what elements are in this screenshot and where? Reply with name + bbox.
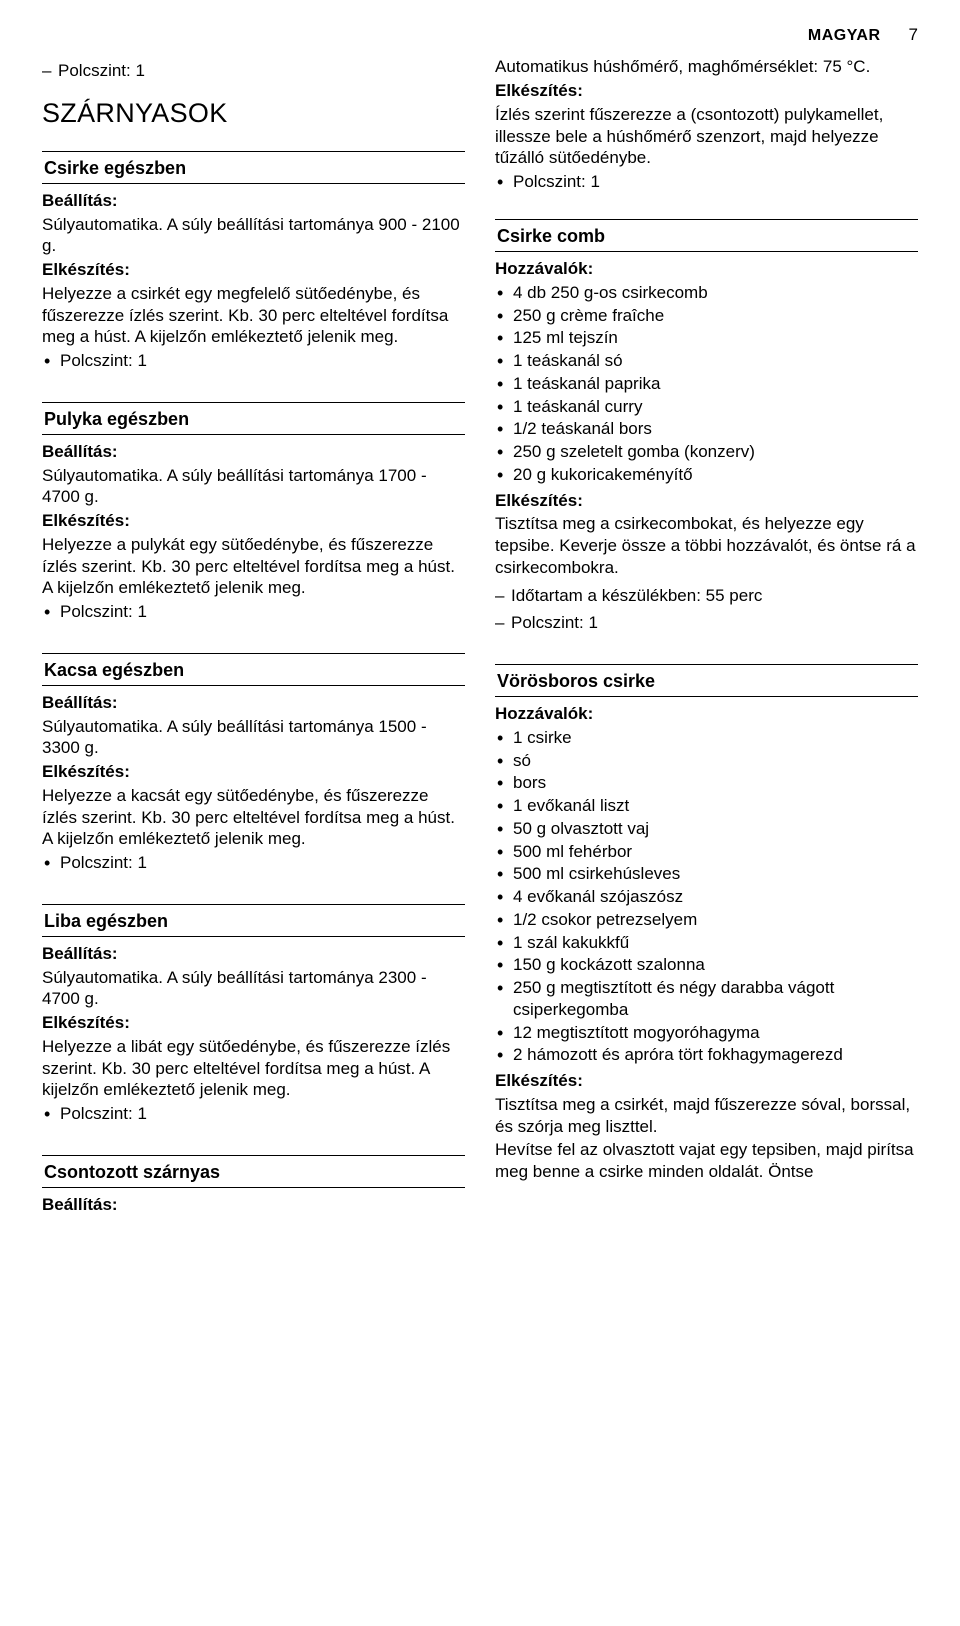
ingredients-label: Hozzávalók: — [495, 704, 593, 723]
ingredient-item: 250 g megtisztított és négy darabba vágo… — [513, 977, 918, 1021]
prep-label: Elkészítés: — [42, 1013, 130, 1032]
setting-label: Beállítás: — [42, 1195, 118, 1214]
section-title: SZÁRNYASOK — [42, 96, 465, 131]
ingredient-item: bors — [513, 772, 918, 794]
ingredient-item: só — [513, 750, 918, 772]
setting-label: Beállítás: — [42, 442, 118, 461]
ingredient-item: 1 szál kakukkfű — [513, 932, 918, 954]
ingredient-item: 2 hámozott és apróra tört fokhagymagerez… — [513, 1044, 918, 1066]
shelf-bullet: Polcszint: 1 — [513, 171, 918, 193]
left-column: Polcszint: 1 SZÁRNYASOK Csirke egészben … — [42, 54, 465, 1223]
shelf-bullet: Polcszint: 1 — [60, 601, 465, 623]
ingredient-item: 1 teáskanál curry — [513, 396, 918, 418]
ingredient-item: 1 csirke — [513, 727, 918, 749]
setting-label: Beállítás: — [42, 191, 118, 210]
prep-label: Elkészítés: — [495, 1071, 583, 1090]
ingredient-item: 150 g kockázott szalonna — [513, 954, 918, 976]
ingredient-item: 1 teáskanál só — [513, 350, 918, 372]
ingredient-item: 250 g szeletelt gomba (konzerv) — [513, 441, 918, 463]
ingredient-list: 1 csirke só bors 1 evőkanál liszt 50 g o… — [495, 727, 918, 1066]
duration-line: Időtartam a készülékben: 55 perc — [495, 585, 918, 607]
ingredient-item: 1/2 csokor petrezselyem — [513, 909, 918, 931]
page-columns: Polcszint: 1 SZÁRNYASOK Csirke egészben … — [42, 54, 918, 1223]
recipe-block: Kacsa egészben Beállítás: Súlyautomatika… — [42, 653, 465, 874]
prep-label: Elkészítés: — [42, 260, 130, 279]
header-page-number: 7 — [909, 24, 918, 46]
intro-text: Automatikus húshőmérő, maghőmérséklet: 7… — [495, 56, 918, 78]
prep-text: Helyezze a kacsát egy sütőedénybe, és fű… — [42, 785, 465, 850]
setting-text: Súlyautomatika. A súly beállítási tartom… — [42, 716, 465, 760]
shelf-bullet: Polcszint: 1 — [60, 852, 465, 874]
header-language: MAGYAR — [808, 26, 881, 46]
ingredient-item: 1 teáskanál paprika — [513, 373, 918, 395]
ingredient-list: 4 db 250 g-os csirkecomb 250 g crème fra… — [495, 282, 918, 486]
recipe-block: Pulyka egészben Beállítás: Súlyautomatik… — [42, 402, 465, 623]
recipe-title: Csontozott szárnyas — [42, 1155, 465, 1188]
shelf-bullet: Polcszint: 1 — [60, 1103, 465, 1125]
setting-label: Beállítás: — [42, 944, 118, 963]
recipe-title: Kacsa egészben — [42, 653, 465, 686]
recipe-title: Csirke egészben — [42, 151, 465, 184]
ingredient-item: 500 ml csirkehúsleves — [513, 863, 918, 885]
recipe-title: Csirke comb — [495, 219, 918, 252]
prep-text: Tisztítsa meg a csirkét, majd fűszerezze… — [495, 1094, 918, 1138]
prep-label: Elkészítés: — [495, 491, 583, 510]
recipe-block: Vörösboros csirke Hozzávalók: 1 csirke s… — [495, 664, 918, 1183]
prep-text: Ízlés szerint fűszerezze a (csontozott) … — [495, 104, 918, 169]
prep-label: Elkészítés: — [495, 81, 583, 100]
ingredient-item: 50 g olvasztott vaj — [513, 818, 918, 840]
prep-label: Elkészítés: — [42, 511, 130, 530]
recipe-block: Csontozott szárnyas Beállítás: — [42, 1155, 465, 1216]
ingredient-item: 500 ml fehérbor — [513, 841, 918, 863]
setting-text: Súlyautomatika. A súly beállítási tartom… — [42, 214, 465, 258]
recipe-title: Liba egészben — [42, 904, 465, 937]
recipe-block: Csirke comb Hozzávalók: 4 db 250 g-os cs… — [495, 219, 918, 634]
setting-text: Súlyautomatika. A súly beállítási tartom… — [42, 465, 465, 509]
recipe-title: Vörösboros csirke — [495, 664, 918, 697]
prep-text-continued: Hevítse fel az olvasztott vajat egy teps… — [495, 1139, 918, 1183]
prep-label: Elkészítés: — [42, 762, 130, 781]
ingredient-item: 12 megtisztított mogyoróhagyma — [513, 1022, 918, 1044]
shelf-level-top: Polcszint: 1 — [42, 60, 465, 82]
ingredient-item: 250 g crème fraîche — [513, 305, 918, 327]
recipe-block: Liba egészben Beállítás: Súlyautomatika.… — [42, 904, 465, 1125]
prep-text: Helyezze a csirkét egy megfelelő sütőedé… — [42, 283, 465, 348]
right-column: Automatikus húshőmérő, maghőmérséklet: 7… — [495, 54, 918, 1223]
prep-text: Helyezze a pulykát egy sütőedénybe, és f… — [42, 534, 465, 599]
shelf-bullet: Polcszint: 1 — [60, 350, 465, 372]
shelf-level-line: Polcszint: 1 — [495, 612, 918, 634]
ingredient-item: 1 evőkanál liszt — [513, 795, 918, 817]
setting-text: Súlyautomatika. A súly beállítási tartom… — [42, 967, 465, 1011]
ingredients-label: Hozzávalók: — [495, 259, 593, 278]
ingredient-item: 20 g kukoricakeményítő — [513, 464, 918, 486]
ingredient-item: 1/2 teáskanál bors — [513, 418, 918, 440]
setting-label: Beállítás: — [42, 693, 118, 712]
ingredient-item: 125 ml tejszín — [513, 327, 918, 349]
prep-text: Helyezze a libát egy sütőedénybe, és fűs… — [42, 1036, 465, 1101]
prep-text: Tisztítsa meg a csirkecombokat, és helye… — [495, 513, 918, 578]
recipe-block: Csirke egészben Beállítás: Súlyautomatik… — [42, 151, 465, 372]
recipe-title: Pulyka egészben — [42, 402, 465, 435]
ingredient-item: 4 evőkanál szójaszósz — [513, 886, 918, 908]
ingredient-item: 4 db 250 g-os csirkecomb — [513, 282, 918, 304]
